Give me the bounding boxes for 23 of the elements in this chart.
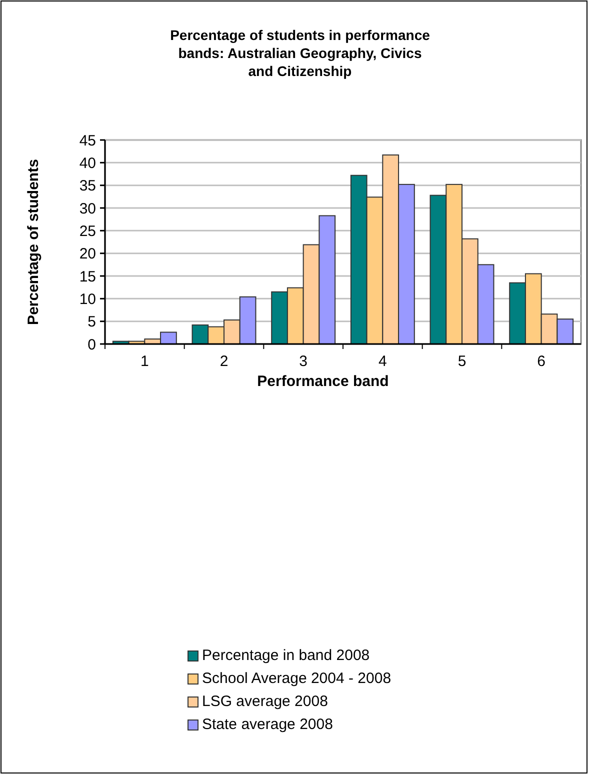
legend-label: School Average 2004 - 2008	[202, 670, 392, 687]
x-axis-title: Performance band	[257, 373, 389, 390]
y-tick-label: 5	[88, 314, 96, 331]
y-tick-label: 25	[79, 222, 96, 240]
x-tick-label: 5	[458, 353, 466, 370]
y-tick-label: 30	[79, 200, 96, 218]
legend-label: State average 2008	[202, 716, 333, 733]
y-tick-label: 35	[79, 178, 96, 195]
x-tick-label: 2	[220, 353, 228, 370]
x-tick-label: 6	[537, 353, 546, 370]
legend-label: Percentage in band 2008	[202, 647, 370, 664]
y-tick-label: 45	[79, 132, 96, 150]
y-tick-label: 20	[79, 246, 96, 263]
x-tick-label: 1	[140, 353, 149, 370]
x-tick-label: 3	[299, 353, 308, 370]
chart-title: Percentage of students in performance bands: Australian Geography, Civics and Citizenship	[170, 27, 430, 79]
y-tick-label: 15	[79, 268, 96, 286]
y-axis-title: Percentage of students	[25, 159, 42, 325]
y-tick-label: 40	[79, 154, 96, 172]
x-tick-label: 4	[378, 353, 387, 370]
y-tick-label: 10	[79, 290, 96, 308]
legend-label: LSG average 2008	[202, 693, 328, 710]
y-tick-label: 0	[88, 336, 96, 354]
